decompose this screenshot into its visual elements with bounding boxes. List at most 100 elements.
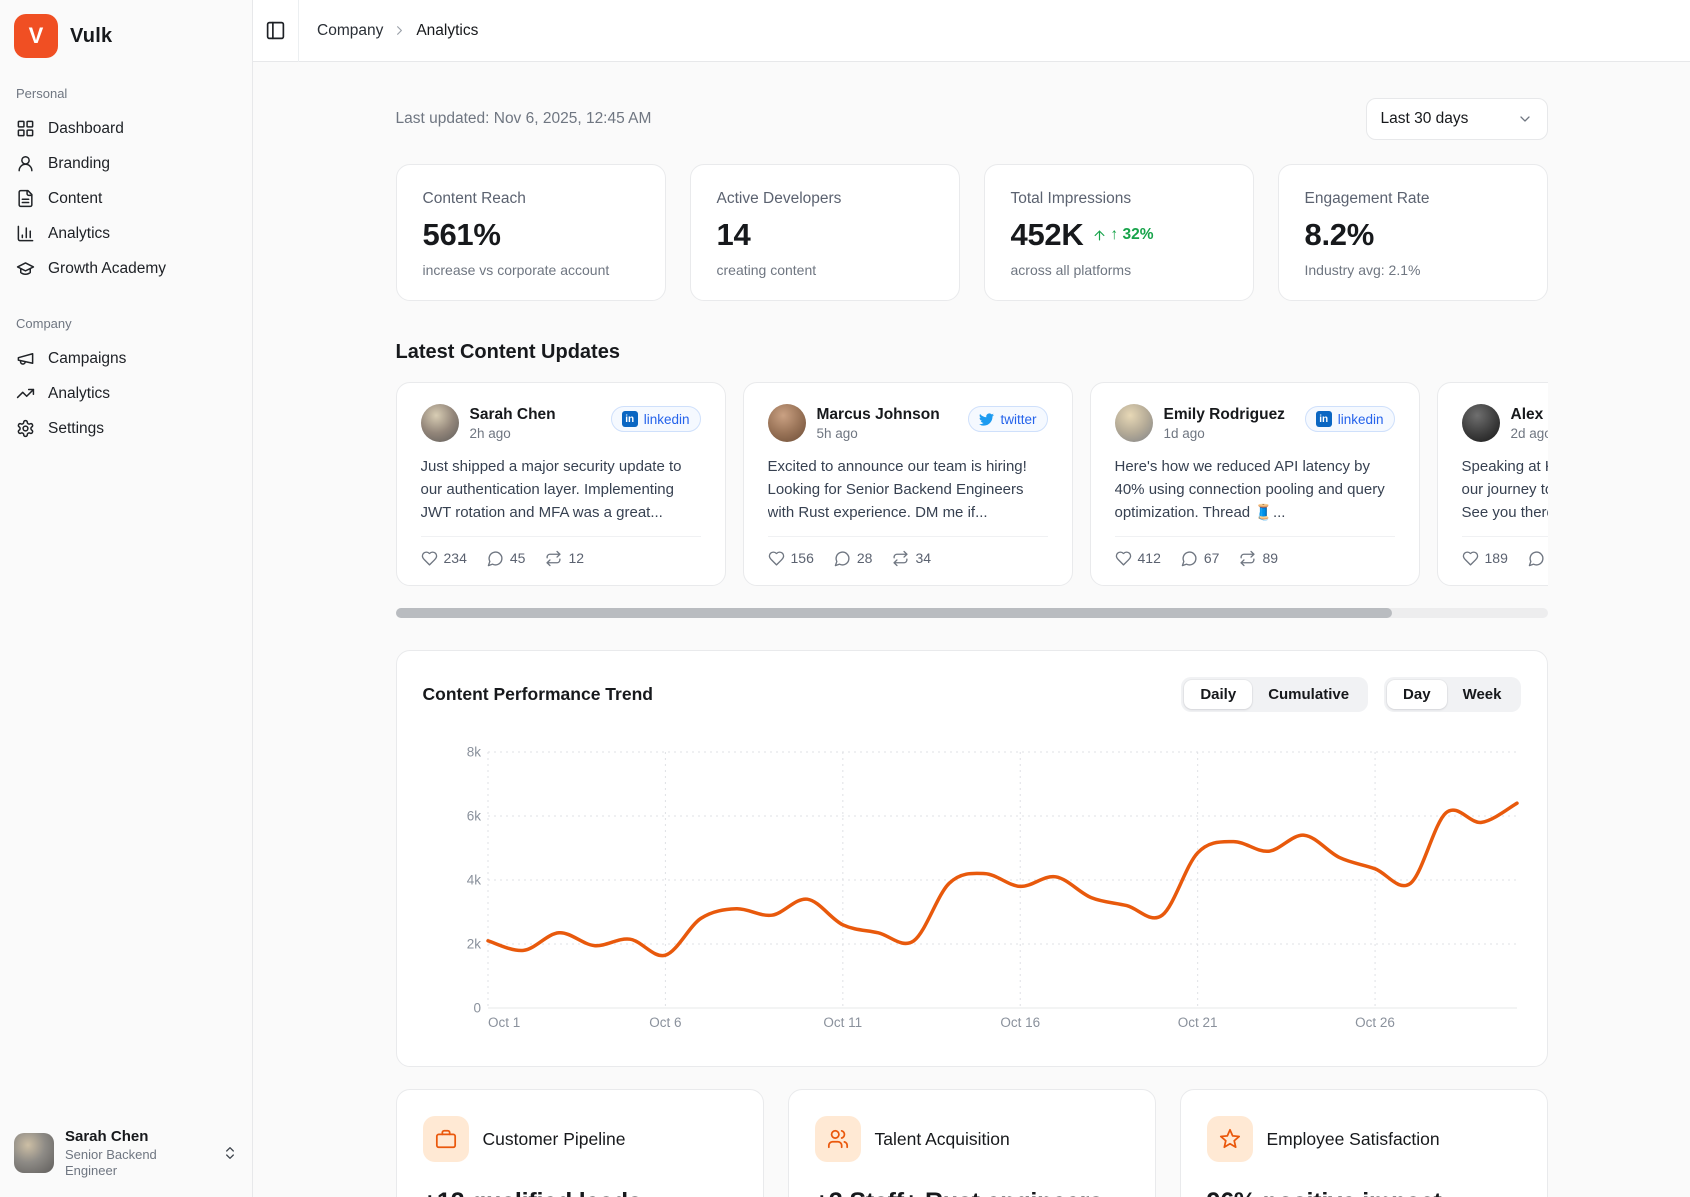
avatar — [767, 404, 806, 442]
repost-icon — [893, 550, 908, 566]
last-updated-text: Last updated: Nov 6, 2025, 12:45 AM — [395, 110, 652, 127]
horizontal-scrollbar-thumb[interactable] — [395, 608, 1392, 618]
graduation-cap-icon — [16, 262, 35, 275]
toggle-daily[interactable]: Daily — [1184, 680, 1253, 709]
repost-icon — [546, 550, 561, 566]
post-card-emily-rodriguez[interactable]: Emily Rodriguez 1d ago in linkedin Here'… — [1089, 382, 1420, 586]
card-employee-satisfaction: Employee Satisfaction 96% positive impac… — [1179, 1089, 1548, 1197]
chevron-right-icon — [397, 26, 403, 35]
chart-toggles: Daily Cumulative Day Week — [1181, 677, 1521, 712]
svg-text:Oct 21: Oct 21 — [1177, 1015, 1217, 1030]
toggle-cumulative[interactable]: Cumulative — [1252, 680, 1365, 709]
stat-label: Content Reach — [422, 190, 526, 207]
sidebar-item-label: Settings — [48, 419, 105, 437]
stat-label: Engagement Rate — [1304, 190, 1430, 207]
platform-badge-linkedin: in linkedin — [610, 406, 701, 432]
chevron-down-icon — [1519, 116, 1530, 122]
sidebar-item-campaigns[interactable]: Campaigns — [12, 341, 240, 376]
heart-icon — [421, 551, 437, 566]
arrow-up-icon — [1094, 230, 1105, 240]
stat-delta: ↑ 32% — [1092, 226, 1154, 244]
sidebar-item-settings[interactable]: Settings — [12, 411, 240, 446]
post-time: 2h ago — [469, 426, 511, 442]
svg-text:2k: 2k — [466, 937, 481, 952]
platform-badge-linkedin: in linkedin — [1304, 406, 1395, 432]
trending-up-icon — [16, 388, 35, 399]
avatar — [420, 404, 459, 442]
icon-tile — [422, 1116, 469, 1162]
stat-value: 561% — [422, 217, 501, 252]
platform-label: linkedin — [1337, 411, 1384, 427]
sidebar-item-dashboard[interactable]: Dashboard — [12, 111, 240, 146]
post-author: Sarah Chen — [469, 406, 556, 423]
meta-row: Last updated: Nov 6, 2025, 12:45 AM Last… — [396, 98, 1548, 140]
sidebar-item-label: Analytics — [48, 224, 111, 242]
file-text-icon — [18, 189, 33, 208]
gear-icon — [17, 419, 34, 438]
reposts-count: 12 — [545, 550, 584, 567]
post-text: Here's how we reduced API latency by 40%… — [1114, 457, 1385, 521]
profile-name: Sarah Chen — [65, 1127, 149, 1145]
megaphone-icon — [17, 352, 34, 365]
post-text: Just shipped a major security update to … — [420, 457, 682, 521]
post-card-marcus-johnson[interactable]: Marcus Johnson 5h ago twitter Excited to… — [742, 382, 1073, 586]
avatar — [1114, 404, 1153, 442]
post-card-sarah-chen[interactable]: Sarah Chen 2h ago in linkedin Just shipp… — [395, 382, 726, 586]
chart-card: Content Performance Trend Daily Cumulati… — [395, 650, 1548, 1067]
sidebar-item-branding[interactable]: Branding — [12, 146, 240, 181]
card-title: Talent Acquisition — [874, 1128, 1010, 1149]
icon-tile — [814, 1116, 861, 1162]
sidebar-item-label: Campaigns — [48, 349, 127, 367]
section-label-personal: Personal — [16, 86, 68, 101]
post-text: Excited to announce our team is hiring! … — [767, 457, 1027, 521]
svg-text:Oct 6: Oct 6 — [649, 1015, 681, 1030]
stat-sub: Industry avg: 2.1% — [1304, 262, 1421, 278]
likes-count: 412 — [1115, 550, 1161, 567]
toggle-week[interactable]: Week — [1447, 680, 1518, 709]
user-profile-menu[interactable]: Sarah Chen Senior Backend Engineer — [12, 1122, 240, 1185]
card-title: Employee Satisfaction — [1266, 1128, 1440, 1149]
post-stats: 234 45 12 — [421, 537, 701, 567]
svg-text:Oct 26: Oct 26 — [1355, 1015, 1395, 1030]
sidebar-item-analytics-personal[interactable]: Analytics — [12, 216, 240, 251]
trend-line — [485, 801, 1519, 958]
trend-line-chart: 0 2k 4k 6k 8k Oct 1 Oct 6 Oct 11 Oct 16 Oct 21 Oct… — [466, 745, 1519, 1030]
comments-count: 67 — [1181, 550, 1219, 567]
sidebar-item-content[interactable]: Content — [12, 181, 240, 216]
icon-tile — [1206, 1116, 1253, 1162]
comment-icon — [1181, 551, 1197, 566]
breadcrumb: Company Analytics — [299, 22, 478, 40]
stats-row: Content Reach 561% increase vs corporate… — [395, 164, 1548, 301]
sidebar-item-label: Branding — [48, 154, 111, 172]
svg-text:8k: 8k — [466, 745, 481, 760]
reposts-count: 34 — [892, 550, 931, 567]
stat-sub: creating content — [716, 262, 817, 278]
post-time: 2d ago — [1510, 426, 1548, 442]
post-author: Marcus Johnson — [816, 406, 940, 423]
bar-chart-icon — [17, 225, 34, 242]
mode-toggle: Daily Cumulative — [1181, 677, 1369, 712]
post-text: Speaking at KubeCon about our journey to… — [1461, 457, 1548, 521]
likes-count: 234 — [421, 550, 467, 567]
likes-count: 189 — [1462, 550, 1508, 567]
post-stats: 412 67 89 — [1115, 537, 1395, 567]
breadcrumb-analytics[interactable]: Analytics — [416, 21, 479, 39]
toggle-day[interactable]: Day — [1387, 680, 1447, 709]
panel-left-icon — [266, 21, 285, 40]
svg-text:6k: 6k — [466, 809, 481, 824]
sidebar: V Vulk Personal Dashboard Branding Conte… — [0, 0, 253, 1197]
post-card-alex-park[interactable]: Alex Park 2d ago twitter Speaking at Kub… — [1436, 382, 1548, 586]
comment-icon — [487, 551, 503, 566]
sidebar-item-growth-academy[interactable]: Growth Academy — [12, 251, 240, 286]
horizontal-scrollbar-track[interactable] — [395, 608, 1548, 618]
brand-logo-home[interactable]: V Vulk — [12, 10, 240, 68]
breadcrumb-company[interactable]: Company — [317, 21, 384, 39]
date-range-select[interactable]: Last 30 days — [1365, 98, 1548, 140]
sidebar-item-analytics-company[interactable]: Analytics — [12, 376, 240, 411]
twitter-icon — [979, 412, 995, 426]
sidebar-toggle-button[interactable] — [253, 0, 299, 62]
briefcase-icon — [435, 1129, 456, 1149]
platform-label: twitter — [1000, 411, 1037, 427]
heart-icon — [1115, 551, 1131, 566]
